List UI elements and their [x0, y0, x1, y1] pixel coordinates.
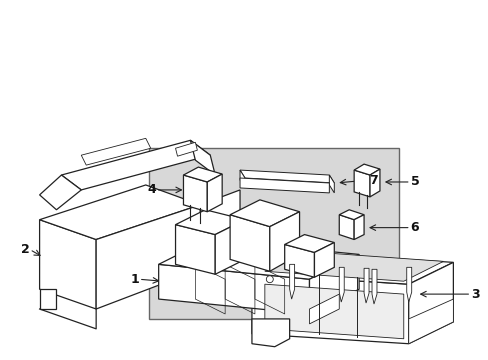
Polygon shape	[148, 148, 398, 319]
Polygon shape	[215, 220, 244, 274]
Polygon shape	[353, 215, 364, 239]
Polygon shape	[175, 210, 244, 235]
Polygon shape	[158, 239, 358, 279]
Text: 4: 4	[146, 184, 155, 197]
Polygon shape	[284, 235, 334, 252]
Polygon shape	[328, 175, 334, 193]
Polygon shape	[240, 170, 244, 188]
Polygon shape	[339, 215, 353, 239]
Circle shape	[266, 276, 273, 283]
Polygon shape	[240, 170, 334, 183]
Polygon shape	[264, 251, 443, 281]
Polygon shape	[353, 170, 369, 197]
Polygon shape	[369, 169, 379, 197]
Polygon shape	[200, 220, 240, 274]
Polygon shape	[40, 289, 56, 309]
Polygon shape	[158, 264, 309, 314]
Polygon shape	[364, 268, 368, 303]
Polygon shape	[81, 138, 150, 165]
Text: 2: 2	[21, 243, 30, 256]
Polygon shape	[40, 175, 81, 210]
Polygon shape	[406, 267, 411, 302]
Polygon shape	[251, 252, 452, 284]
Text: 5: 5	[410, 175, 419, 189]
Polygon shape	[339, 210, 364, 220]
Polygon shape	[251, 319, 289, 347]
Polygon shape	[371, 269, 376, 304]
Polygon shape	[207, 174, 222, 212]
Polygon shape	[251, 274, 408, 344]
Text: 7: 7	[368, 174, 377, 186]
Polygon shape	[353, 164, 379, 175]
Polygon shape	[408, 299, 452, 344]
Polygon shape	[408, 262, 452, 344]
Text: 6: 6	[410, 221, 419, 234]
Polygon shape	[339, 267, 344, 302]
Polygon shape	[309, 294, 339, 324]
Polygon shape	[230, 215, 269, 271]
Polygon shape	[240, 178, 328, 193]
Polygon shape	[183, 175, 207, 212]
Polygon shape	[200, 190, 240, 235]
Text: 1: 1	[130, 273, 139, 286]
Polygon shape	[40, 185, 200, 239]
Text: 3: 3	[470, 288, 479, 301]
Polygon shape	[309, 255, 358, 314]
Polygon shape	[289, 264, 294, 299]
Polygon shape	[175, 142, 197, 156]
Polygon shape	[40, 220, 96, 309]
Polygon shape	[314, 243, 334, 277]
Polygon shape	[190, 140, 215, 175]
Polygon shape	[175, 225, 215, 274]
Polygon shape	[61, 140, 210, 190]
Polygon shape	[264, 284, 403, 339]
Polygon shape	[230, 200, 299, 227]
Polygon shape	[284, 244, 314, 277]
Polygon shape	[183, 167, 222, 182]
Polygon shape	[269, 212, 299, 271]
Polygon shape	[96, 205, 200, 309]
